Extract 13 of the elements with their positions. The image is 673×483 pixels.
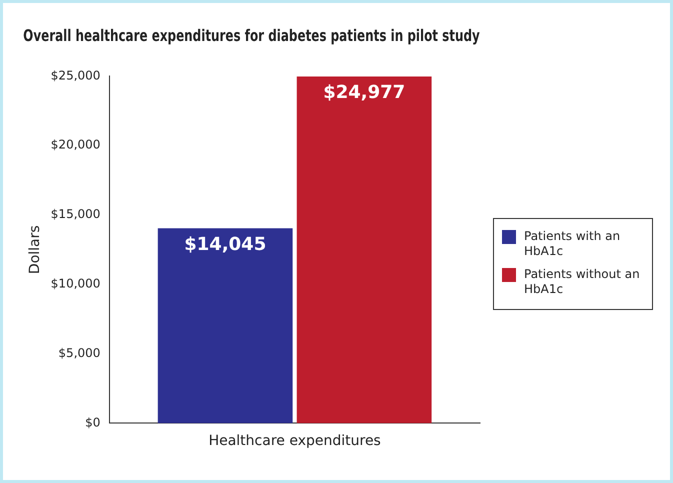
chart-title: Overall healthcare expenditures for diabetes patients in pilot study — [23, 27, 480, 46]
data-label: $14,045 — [184, 234, 266, 255]
legend-label: Patients with an HbA1c — [524, 229, 622, 259]
data-label: $24,977 — [323, 82, 406, 104]
x-tick-label: Healthcare expenditures — [208, 433, 381, 450]
y-tick-label: $15,000 — [50, 207, 100, 222]
y-tick-label: $25,000 — [50, 68, 100, 82]
y-tick-label: $5,000 — [58, 346, 100, 360]
y-tick-label: $10,000 — [50, 276, 100, 291]
y-tick-label: $0 — [85, 415, 100, 430]
legend-label: Patients without an HbA1c — [524, 267, 641, 297]
y-tick-label: $20,000 — [50, 138, 100, 152]
y-axis-title: Dollars — [27, 225, 44, 274]
